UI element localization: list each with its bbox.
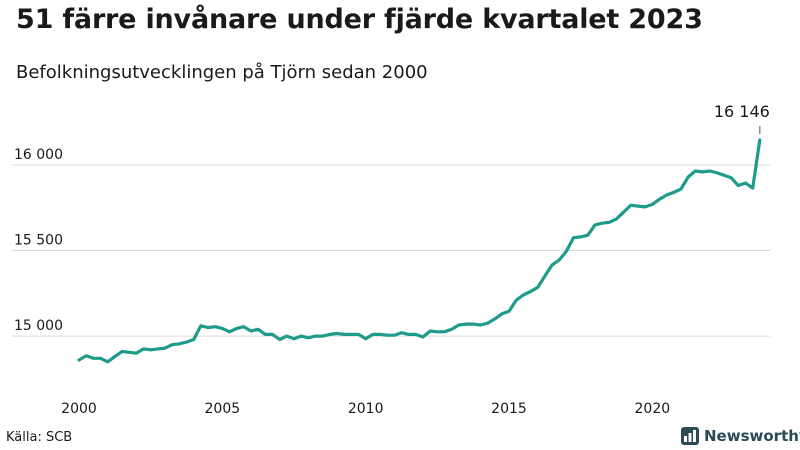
- chart-subtitle: Befolkningsutvecklingen på Tjörn sedan 2…: [16, 62, 428, 83]
- y-tick-label: 15 000: [14, 318, 63, 334]
- x-tick-label: 2005: [205, 401, 241, 417]
- x-tick-label: 2010: [348, 401, 384, 417]
- brand-logo: Newsworthy: [681, 427, 800, 445]
- x-tick-label: 2015: [491, 401, 527, 417]
- chart-logo-icon: [681, 427, 699, 445]
- brand-name: Newsworthy: [704, 427, 800, 445]
- series-line: [77, 138, 762, 364]
- y-tick-label: 15 500: [14, 233, 63, 249]
- x-tick-label: 2000: [61, 401, 97, 417]
- y-tick-label: 16 000: [14, 147, 63, 163]
- annotation-label: 16 146: [714, 102, 770, 121]
- x-tick-label: 2020: [635, 401, 671, 417]
- chart-title: 51 färre invånare under fjärde kvartalet…: [16, 4, 703, 35]
- source-note: Källa: SCB: [6, 430, 73, 445]
- line-chart: 15 000 15 500 16 000 2000 2005 2010 2015 2020 16…: [12, 102, 770, 417]
